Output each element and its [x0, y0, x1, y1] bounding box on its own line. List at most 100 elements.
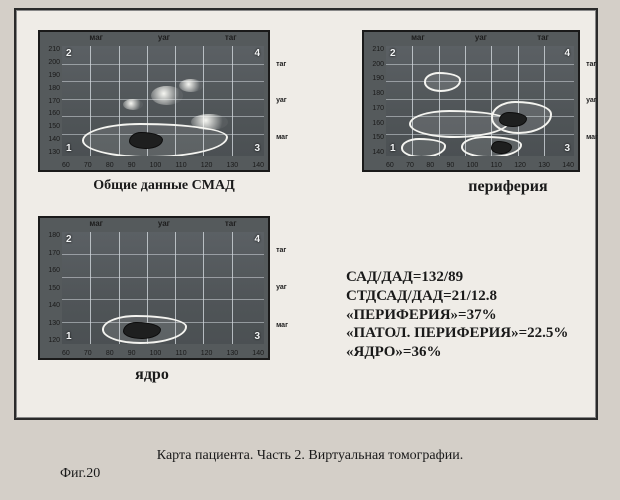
chart-common-top-axis-labels: маг уаг таг [62, 33, 264, 42]
y-tick: 210 [366, 46, 384, 53]
x-tick: 100 [150, 162, 162, 169]
y-tick-col: 210200190180170160150140130 [42, 46, 60, 156]
corner-number-br: 3 [254, 143, 260, 154]
gridline-h [62, 254, 264, 255]
gridline-v [203, 232, 204, 344]
contour-outline [401, 138, 446, 156]
stats-line: САД/ДАД=132/89 [346, 268, 568, 287]
y-tick: 170 [42, 98, 60, 105]
x-tick: 140 [252, 350, 264, 357]
y-tick: 150 [42, 285, 60, 292]
y-tick: 200 [366, 61, 384, 68]
corner-number-tr: 4 [254, 234, 260, 245]
y-tick: 130 [42, 149, 60, 156]
y-tick: 170 [42, 250, 60, 257]
y-tick: 160 [42, 110, 60, 117]
axis-top-label: таг [537, 33, 549, 42]
corner-number-bl: 1 [66, 143, 72, 154]
x-tick: 90 [128, 162, 136, 169]
x-tick: 60 [62, 162, 70, 169]
contour-flare [123, 99, 143, 110]
x-tick: 120 [201, 350, 213, 357]
corner-number-tl: 2 [390, 48, 396, 59]
x-tick-row: 60708090100110120130140 [62, 162, 264, 169]
chart-periphery-plot: 2413 [386, 46, 574, 156]
gridline-h [386, 81, 574, 82]
figure-number: Фиг.20 [60, 466, 620, 482]
x-tick: 70 [406, 162, 414, 169]
y-tick-col: 180170160150140130120 [42, 232, 60, 344]
stats-line: «ПАТОЛ. ПЕРИФЕРИЯ»=22.5% [346, 324, 568, 343]
corner-number-tl: 2 [66, 48, 72, 59]
axis-right-label: маг [276, 134, 288, 141]
chart-core-caption: ядро [112, 366, 192, 384]
chart-common-right-axis-labels: таг уаг маг [276, 46, 288, 156]
gridline-h [62, 116, 264, 117]
x-tick: 90 [446, 162, 454, 169]
page: маг уаг таг 2 4 1 3 таг уаг маг 60 70 80 90 100… [0, 0, 620, 500]
gridline-v [90, 232, 91, 344]
corner-number-br: 3 [254, 331, 260, 342]
gridline-v [544, 46, 545, 156]
axis-top-label: маг [89, 33, 103, 42]
contour-flare [151, 86, 183, 106]
corner-number-br: 3 [564, 143, 570, 154]
gridline-h [386, 99, 574, 100]
chart-core-right-axis-labels: таг уаг маг [276, 232, 288, 344]
corner-number-tr: 4 [564, 48, 570, 59]
y-tick-col: 210200190180170160150140 [366, 46, 384, 156]
corner-number-bl: 1 [66, 331, 72, 342]
y-tick: 210 [42, 46, 60, 53]
x-tick: 130 [227, 162, 239, 169]
stats-line: «ЯДРО»=36% [346, 343, 568, 362]
axis-top-label: уаг [158, 33, 170, 42]
axis-top-label: таг [225, 219, 237, 228]
axis-right-label: таг [586, 61, 598, 68]
chart-common-caption: Общие данные СМАД [64, 178, 264, 194]
axis-top-label: таг [225, 33, 237, 42]
x-tick: 100 [150, 350, 162, 357]
chart-periphery-right-axis-labels: таг уаг маг [586, 46, 598, 156]
gridline-v [232, 46, 233, 156]
stats-line: «ПЕРИФЕРИЯ»=37% [346, 306, 568, 325]
x-tick: 140 [252, 162, 264, 169]
contour-outline [424, 72, 462, 91]
y-tick: 160 [366, 120, 384, 127]
axis-top-label: маг [411, 33, 425, 42]
x-tick: 120 [201, 162, 213, 169]
x-tick-row: 60708090100110120130140 [62, 350, 264, 357]
x-tick: 120 [514, 162, 526, 169]
corner-number-tr: 4 [254, 48, 260, 59]
x-tick: 140 [562, 162, 574, 169]
y-tick: 170 [366, 105, 384, 112]
chart-periphery: маг уаг таг 2413 таг уаг маг 60708090100… [362, 30, 580, 172]
chart-core: маг уаг таг 2413 таг уаг маг 60708090100… [38, 216, 270, 360]
x-tick: 80 [106, 162, 114, 169]
stats-line: СТДСАД/ДАД=21/12.8 [346, 287, 568, 306]
x-tick: 70 [84, 162, 92, 169]
axis-right-label: таг [276, 247, 288, 254]
x-tick: 110 [175, 350, 186, 357]
y-tick: 140 [366, 149, 384, 156]
x-tick: 130 [227, 350, 239, 357]
chart-core-top-axis-labels: маг уаг таг [62, 219, 264, 228]
axis-right-label: уаг [276, 284, 288, 291]
y-tick: 140 [42, 136, 60, 143]
y-tick: 160 [42, 267, 60, 274]
chart-common-plot: 2 4 1 3 [62, 46, 264, 156]
stats-block: САД/ДАД=132/89 СТДСАД/ДАД=21/12.8 «ПЕРИФ… [346, 268, 568, 362]
gridline-v [232, 232, 233, 344]
y-tick: 190 [366, 75, 384, 82]
x-tick: 100 [467, 162, 479, 169]
axis-top-label: маг [89, 219, 103, 228]
axis-right-label: маг [586, 134, 598, 141]
x-tick-row: 60708090100110120130140 [386, 162, 574, 169]
axis-right-label: маг [276, 322, 288, 329]
chart-core-plot: 2 4 1 3 [62, 232, 264, 344]
corner-number-tl: 2 [66, 234, 72, 245]
gridline-h [62, 64, 264, 65]
gridline-h [386, 64, 574, 65]
contour-flare [191, 114, 227, 129]
gridline-h [62, 81, 264, 82]
x-tick: 60 [62, 350, 70, 357]
